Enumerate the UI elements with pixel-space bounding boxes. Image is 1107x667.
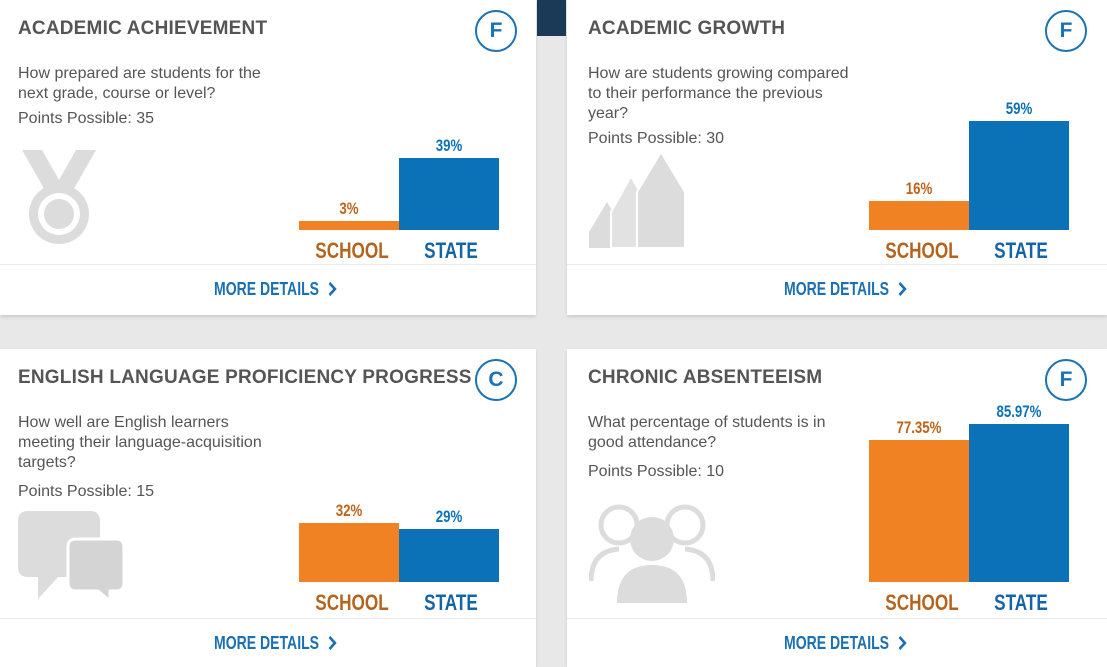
school-label: SCHOOL	[885, 590, 959, 615]
school-label: SCHOOL	[315, 238, 389, 263]
school-value: 16%	[905, 179, 933, 198]
state-value: 29%	[435, 507, 463, 526]
card-title: CHRONIC ABSENTEEISM	[588, 367, 823, 388]
growth-arrows-icon	[589, 150, 686, 257]
state-bar	[399, 529, 499, 582]
speech-bubbles-icon	[18, 511, 126, 608]
card-footer: MORE DETAILS	[567, 264, 1107, 315]
card-title: ENGLISH LANGUAGE PROFICIENCY PROGRESS	[18, 367, 472, 388]
more-details-label: MORE DETAILS	[214, 633, 320, 653]
state-value: 59%	[1005, 99, 1033, 118]
points-possible: Points Possible: 10	[588, 463, 725, 480]
state-label: STATE	[994, 238, 1048, 263]
card-academic-achievement: ACADEMIC ACHIEVEMENT F How prepared are …	[0, 0, 536, 315]
chevron-right-icon	[893, 633, 907, 653]
state-bar	[969, 424, 1069, 582]
more-details-link[interactable]: MORE DETAILS	[784, 633, 907, 654]
school-bar	[299, 523, 399, 582]
state-label: STATE	[994, 590, 1048, 615]
school-label: SCHOOL	[315, 590, 389, 615]
card-question: How prepared are students for the next g…	[18, 65, 261, 102]
state-value: 39%	[435, 136, 463, 155]
card-question: What percentage of students is in good a…	[588, 414, 826, 451]
school-value: 32%	[335, 501, 363, 520]
state-bar	[969, 121, 1069, 230]
school-label: SCHOOL	[885, 238, 959, 263]
grade-badge: F	[1045, 359, 1087, 401]
chevron-right-icon	[323, 633, 337, 653]
card-title: ACADEMIC GROWTH	[588, 18, 786, 39]
chevron-right-icon	[323, 279, 337, 299]
grade-badge: F	[1045, 10, 1087, 52]
people-group-icon	[588, 499, 716, 608]
card-title: ACADEMIC ACHIEVEMENT	[18, 18, 268, 39]
card-academic-growth: ACADEMIC GROWTH F How are students growi…	[567, 0, 1107, 315]
school-bar	[869, 440, 969, 582]
state-value: 85.97%	[996, 402, 1042, 421]
medal-icon	[22, 150, 96, 257]
card-question: How are students growing compared to the…	[588, 65, 849, 122]
card-question: How well are English learners meeting th…	[18, 414, 262, 471]
school-value: 3%	[339, 199, 359, 218]
state-label: STATE	[424, 238, 478, 263]
card-footer: MORE DETAILS	[0, 618, 536, 667]
points-possible: Points Possible: 35	[18, 110, 155, 127]
card-footer: MORE DETAILS	[567, 618, 1107, 667]
card-english-language-proficiency: ENGLISH LANGUAGE PROFICIENCY PROGRESS C …	[0, 349, 536, 667]
more-details-label: MORE DETAILS	[784, 633, 890, 653]
card-chronic-absenteeism: CHRONIC ABSENTEEISM F What percentage of…	[567, 349, 1107, 667]
header-strip	[537, 0, 566, 36]
school-value: 77.35%	[896, 418, 942, 437]
chevron-right-icon	[893, 279, 907, 299]
card-footer: MORE DETAILS	[0, 264, 536, 315]
grade-badge: F	[475, 10, 517, 52]
more-details-label: MORE DETAILS	[214, 279, 320, 299]
more-details-link[interactable]: MORE DETAILS	[214, 633, 337, 654]
state-label: STATE	[424, 590, 478, 615]
grade-badge: C	[475, 359, 517, 401]
state-bar	[399, 158, 499, 230]
more-details-link[interactable]: MORE DETAILS	[214, 279, 337, 300]
points-possible: Points Possible: 30	[588, 130, 725, 147]
school-bar	[299, 221, 399, 230]
more-details-label: MORE DETAILS	[784, 279, 890, 299]
points-possible: Points Possible: 15	[18, 483, 155, 500]
more-details-link[interactable]: MORE DETAILS	[784, 279, 907, 300]
school-bar	[869, 201, 969, 230]
